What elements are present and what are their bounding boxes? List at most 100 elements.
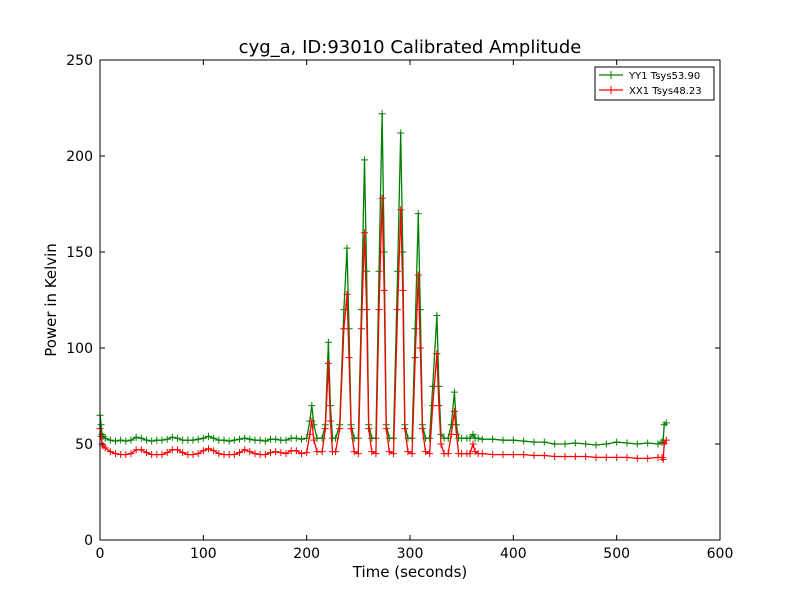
series-1-point	[272, 448, 280, 456]
series-1-point	[361, 229, 369, 237]
series-1-point	[326, 417, 334, 425]
series-1-point	[375, 306, 383, 314]
series-1-point	[112, 450, 119, 458]
series-0-point	[174, 434, 181, 442]
series-0-point	[414, 210, 422, 218]
x-axis-label: Time (seconds)	[352, 563, 468, 581]
series-1-point	[385, 448, 393, 456]
series-0-point	[411, 325, 419, 333]
y-tick-label: 250	[66, 53, 93, 69]
series-0-point	[298, 435, 305, 443]
series-1-point	[336, 425, 344, 433]
series-0-point	[592, 441, 600, 449]
series-0-point	[429, 382, 437, 390]
plot-area: 0 100 200 300 400 500 600 0 50 100 150 200 250 YY1 Ts…	[66, 53, 733, 562]
series-1-point	[215, 450, 223, 458]
x-tick-label: 500	[603, 546, 630, 562]
y-tick-label: 100	[66, 341, 93, 357]
series-0-point	[343, 244, 351, 252]
series-1-point	[354, 450, 362, 458]
series-0-point	[509, 436, 517, 444]
series-1-point	[97, 432, 105, 440]
series-0-point	[489, 435, 497, 443]
y-tick-label: 150	[66, 245, 93, 261]
series-1-point	[489, 451, 497, 459]
series-1-point	[416, 344, 424, 352]
series-0-point	[540, 438, 548, 446]
series-1-point	[345, 354, 353, 362]
series-0-point	[272, 435, 280, 443]
series-1-point	[357, 325, 365, 333]
series-0-point	[397, 129, 405, 137]
series-1-point	[644, 454, 652, 462]
series-0-point	[499, 436, 507, 444]
series-0-point	[101, 434, 109, 442]
series-0-point	[132, 433, 140, 441]
series-0-point	[97, 421, 105, 429]
series-1-point	[340, 325, 348, 333]
series-1-point	[282, 450, 290, 458]
series-0-point	[530, 438, 538, 446]
series-1-point	[450, 407, 458, 415]
series-1-point	[382, 425, 390, 433]
series-1-point	[582, 452, 590, 460]
series-0-point	[633, 440, 641, 448]
series-0-point	[127, 436, 135, 444]
series-0-point	[520, 437, 528, 445]
series-0-point	[189, 436, 197, 444]
legend: YY1 Tsys53.90 XX1 Tsys48.23	[594, 66, 715, 101]
series-1-point	[122, 451, 130, 459]
series-0-point	[117, 436, 125, 444]
series-1-point	[662, 436, 670, 444]
series-1-point	[444, 450, 452, 458]
series-1-point	[453, 430, 460, 438]
series-1-point	[408, 450, 416, 458]
series-1-point	[411, 354, 419, 362]
series-1-point	[397, 206, 405, 214]
series-0-point	[450, 388, 458, 396]
series-1-point	[418, 425, 426, 433]
series-0-point	[168, 433, 176, 441]
series-1-point	[303, 449, 311, 457]
series-0-point	[199, 434, 207, 442]
series-1-point	[347, 425, 355, 433]
series-1-point	[414, 271, 422, 279]
series-0-point	[662, 419, 670, 427]
y-tick-label: 0	[84, 533, 93, 549]
series-0-point	[241, 434, 249, 442]
x-tick-label: 100	[190, 546, 217, 562]
series-0-point	[361, 156, 369, 164]
series-1-point	[401, 425, 409, 433]
series-0-point	[324, 338, 332, 346]
series-0-point	[261, 437, 269, 445]
series-1-point	[267, 449, 274, 457]
series-0-point	[236, 435, 243, 443]
y-tick-label: 50	[75, 437, 93, 453]
series-0-point	[106, 436, 114, 444]
series-1-point	[520, 451, 528, 459]
series-1-point	[561, 452, 569, 460]
series-1-point	[321, 425, 329, 433]
y-tick-label: 200	[66, 149, 93, 165]
x-tick-label: 0	[96, 546, 105, 562]
series-0-point	[469, 430, 477, 438]
series-1-point	[469, 440, 477, 448]
series-0-point	[561, 440, 569, 448]
series-1-point	[592, 453, 600, 461]
series-0-point	[478, 435, 486, 443]
series-0-point	[416, 306, 424, 314]
series-0-point	[654, 440, 662, 448]
series-1-point	[158, 451, 166, 459]
series-1-point	[101, 444, 109, 452]
series-0-point	[256, 436, 264, 444]
series-0-point	[380, 248, 388, 256]
series-1-point	[478, 450, 486, 458]
series-1-point	[174, 446, 181, 454]
series-1-point	[660, 440, 668, 448]
series-1-point	[426, 450, 434, 458]
series-1-point	[277, 449, 285, 457]
series-1-point	[298, 450, 305, 458]
x-tick-label: 400	[500, 546, 527, 562]
series-1-point	[236, 449, 243, 457]
